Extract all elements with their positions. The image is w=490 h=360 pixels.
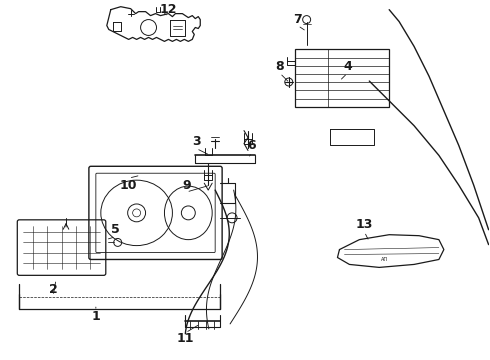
Text: 10: 10 [120,179,137,192]
Text: 13: 13 [356,218,373,231]
Text: 12: 12 [160,3,177,16]
Bar [294,49,389,107]
Text: 11: 11 [176,332,194,345]
Text: 2: 2 [49,283,57,296]
Text: 1: 1 [92,310,100,324]
Text: 4: 4 [343,60,352,73]
Text: 3: 3 [192,135,200,148]
Text: 8: 8 [275,60,284,73]
Text: 9: 9 [182,179,191,192]
Text: АП: АП [381,257,388,262]
Text: 6: 6 [247,139,256,152]
Text: 5: 5 [111,223,120,236]
Text: 7: 7 [294,13,302,26]
